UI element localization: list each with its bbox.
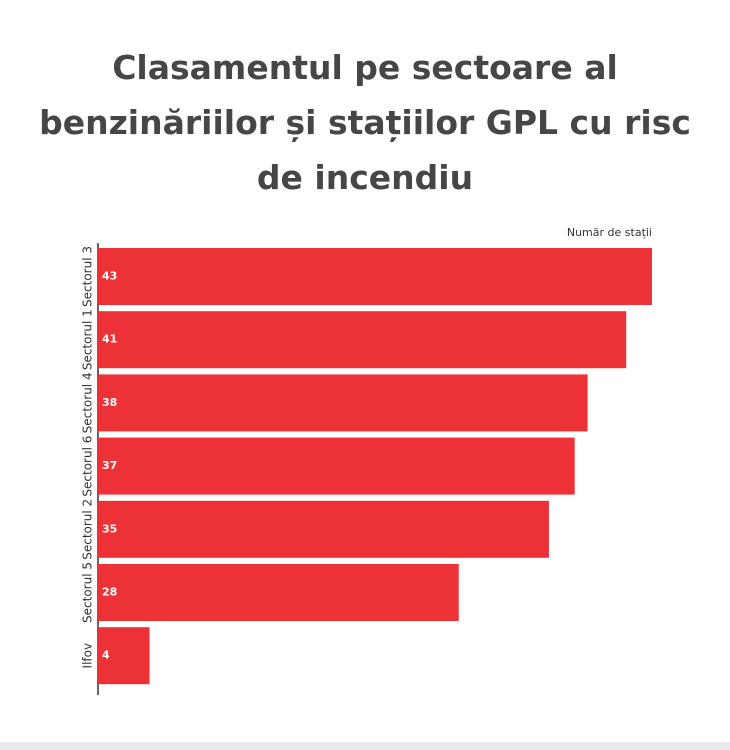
value-label: 28 (102, 586, 117, 599)
y-tick-label: Sectorul 3 (81, 246, 95, 307)
bar (98, 311, 627, 369)
y-tick-label: Sectorul 1 (81, 309, 95, 370)
value-label: 38 (102, 396, 117, 409)
value-label: 43 (102, 270, 117, 283)
y-tick-label: Sectorul 5 (81, 562, 95, 623)
axis-label: Număr de stații (567, 226, 652, 239)
bar (98, 437, 575, 495)
chart-title: Clasamentul pe sectoare al benzinăriilor… (39, 48, 691, 197)
y-tick-label: Sectorul 2 (81, 499, 95, 560)
footer-strip (0, 742, 730, 750)
bar (98, 564, 459, 621)
y-tick-label: Sectorul 4 (81, 372, 95, 433)
y-tick-label: Ilfov (81, 643, 95, 669)
value-label: 37 (102, 459, 117, 472)
bar (98, 627, 150, 685)
value-label: 35 (102, 522, 117, 535)
value-label: 4 (102, 649, 110, 662)
bar (98, 248, 652, 305)
value-label: 41 (102, 333, 117, 346)
y-tick-label: Sectorul 6 (81, 436, 95, 497)
bar (98, 374, 588, 432)
bar (98, 500, 549, 558)
